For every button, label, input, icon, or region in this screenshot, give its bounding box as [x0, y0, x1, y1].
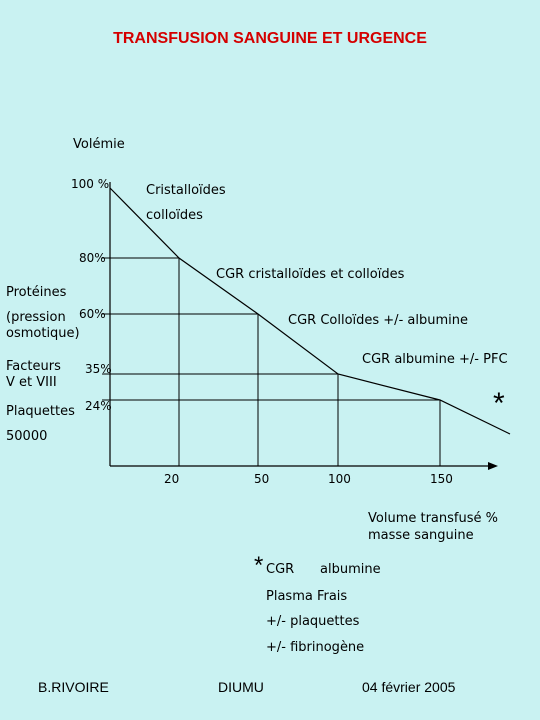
y-axis-label: Volémie	[73, 137, 125, 152]
x-tick-50: 50	[254, 472, 270, 486]
footnote-albumine: albumine	[320, 562, 381, 577]
stage2-label: CGR cristalloïdes et colloïdes	[216, 267, 405, 282]
footnote-plaquettes: +/- plaquettes	[266, 614, 360, 629]
facteurs-line1: Facteurs	[6, 359, 61, 374]
x-tick-20: 20	[164, 472, 180, 486]
stage4-label: CGR albumine +/- PFC	[362, 352, 508, 367]
stage3-label: CGR Colloïdes +/- albumine	[288, 313, 468, 328]
x-axis-label-line2: masse sanguine	[368, 528, 474, 543]
footer-date: 04 février 2005	[362, 679, 456, 695]
y-tick-100: 100 %	[71, 177, 110, 191]
plaquettes-value: 50000	[6, 429, 48, 444]
footer-org: DIUMU	[218, 679, 264, 695]
footnote-cgr: CGR	[266, 562, 295, 577]
page-title: TRANSFUSION SANGUINE ET URGENCE	[113, 30, 427, 47]
x-tick-150: 150	[430, 472, 453, 486]
x-tick-100: 100	[328, 472, 351, 486]
y-tick-24: 24%	[85, 399, 112, 413]
x-axis-arrow	[488, 462, 498, 470]
y-tick-60: 60%	[79, 307, 106, 321]
stage1-line1: Cristalloïdes	[146, 183, 226, 198]
footer-author: B.RIVOIRE	[38, 679, 109, 695]
pression-line1: (pression	[6, 310, 66, 325]
volemia-curve	[109, 187, 511, 435]
footnote-plasma: Plasma Frais	[266, 589, 348, 604]
y-tick-35: 35%	[85, 362, 112, 376]
stage1-line2: colloïdes	[146, 208, 203, 223]
proteines-label: Protéines	[6, 285, 67, 300]
y-tick-80: 80%	[79, 251, 106, 265]
footnote-star-marker: *	[493, 387, 505, 420]
plaquettes-label: Plaquettes	[6, 404, 75, 419]
footnote-fibrinogene: +/- fibrinogène	[266, 640, 365, 655]
x-axis-label-line1: Volume transfusé %	[368, 511, 498, 526]
pression-line2: osmotique)	[6, 326, 80, 341]
facteurs-line2: V et VIII	[6, 375, 57, 390]
footnote-star: *	[254, 552, 264, 579]
